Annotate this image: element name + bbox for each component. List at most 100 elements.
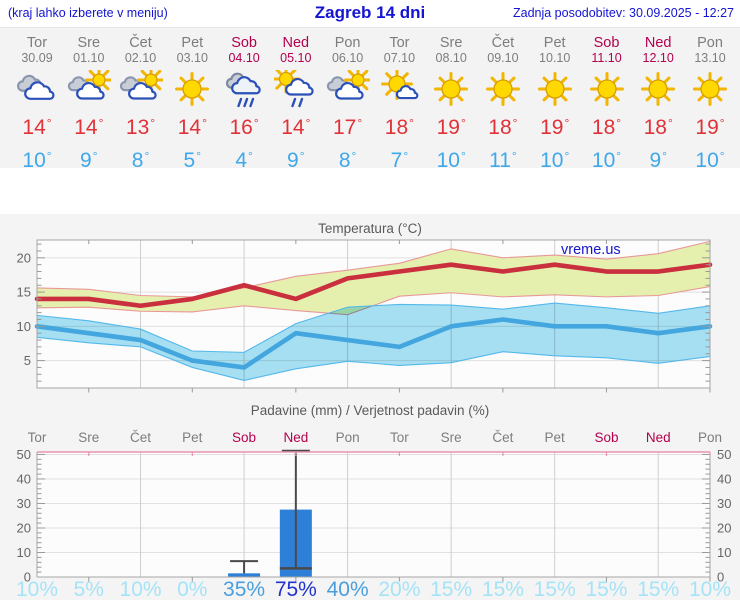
precip-day-label: Sre	[78, 430, 99, 445]
sunny-icon	[477, 70, 529, 108]
day-name: Ned	[644, 35, 672, 51]
temperature-chart: 5 10 15 20 vreme.us	[17, 239, 713, 393]
day-date: 12.10	[642, 51, 674, 65]
max-temp: 16°	[229, 116, 259, 139]
day-name: Čet	[491, 35, 515, 51]
max-temp: 19°	[540, 116, 570, 139]
max-temp: 19°	[695, 116, 725, 139]
min-temp: 4°	[235, 149, 253, 172]
day-date: 06.10	[331, 51, 364, 65]
max-temp: 18°	[488, 116, 518, 139]
day-column: Sob 04.10 16° 4°	[218, 28, 270, 174]
partly-cloudy-icon	[115, 66, 167, 108]
precipitation-bar	[228, 573, 261, 577]
day-column: Tor 30.09 14° 10°	[11, 28, 63, 174]
max-temp: 18°	[384, 116, 414, 139]
probability-label: 0%	[177, 578, 207, 600]
day-date: 03.10	[176, 51, 208, 65]
max-temp: 14°	[74, 116, 104, 139]
precip-day-label: Sre	[441, 430, 462, 445]
sunny-icon	[632, 70, 684, 108]
day-date: 07.10	[383, 51, 416, 65]
day-date: 09.10	[487, 51, 519, 65]
day-name: Pon	[334, 35, 361, 51]
day-name: Tor	[26, 35, 48, 51]
max-temp: 17°	[333, 116, 363, 139]
y-axis-label: 10	[17, 319, 31, 334]
day-name: Pet	[181, 35, 204, 51]
day-name: Pet	[543, 35, 566, 51]
probability-label: 40%	[327, 578, 369, 600]
max-temp: 14°	[22, 116, 52, 139]
y-axis-label: 10	[717, 545, 731, 560]
probability-label: 15%	[482, 578, 524, 600]
y-axis-label: 0	[717, 570, 724, 585]
day-name: Sre	[77, 35, 101, 51]
day-date: 11.10	[591, 51, 622, 65]
y-axis-label: 15	[17, 285, 31, 300]
sun-rain-icon	[270, 64, 322, 108]
max-temp: 13°	[125, 116, 156, 139]
day-column: Sre 08.10 19° 10°	[425, 28, 477, 174]
precip-day-label: Ned	[646, 430, 671, 445]
precip-day-label: Pon	[698, 430, 722, 445]
temperature-chart-title: Temperatura (°C)	[318, 221, 422, 236]
day-column: Čet 09.10 18° 11°	[477, 28, 529, 174]
y-axis-label: 40	[17, 471, 31, 486]
sunny-icon	[166, 70, 218, 108]
probability-label: 75%	[275, 578, 317, 600]
day-date: 01.10	[73, 51, 105, 65]
day-date: 10.10	[539, 51, 571, 65]
probability-label: 10%	[16, 578, 58, 600]
day-column: Sob 11.10 18° 10°	[581, 28, 633, 174]
precipitation-chart: Tor Sre Čet Pet Sob Ned Pon Tor Sre Čet Pet Sob Ned P…	[16, 430, 731, 600]
probability-label: 15%	[534, 578, 576, 600]
precip-day-label: Sob	[594, 430, 618, 445]
min-temp: 9°	[80, 149, 98, 172]
day-column: Ned 12.10 18° 9°	[632, 28, 684, 174]
location-hint: (kraj lahko izberete v meniju)	[8, 6, 168, 20]
day-column: Ned 05.10 14° 9°	[270, 28, 322, 174]
precip-day-label: Tor	[390, 430, 409, 445]
forecast-strip: Tor 30.09 14° 10° Sre 01.10 14° 9° Čet 02.10 13° 8°…	[0, 27, 740, 172]
max-temp: 14°	[177, 116, 207, 139]
min-temp: 10°	[22, 149, 52, 172]
max-temp: 19°	[436, 116, 466, 139]
rain-icon	[218, 70, 270, 108]
day-date: 08.10	[435, 51, 467, 65]
min-temp: 8°	[131, 149, 150, 172]
cloudy-icon	[11, 70, 63, 108]
mostly-sunny-icon	[373, 68, 425, 108]
day-name: Tor	[389, 35, 410, 51]
partly-cloudy-icon	[322, 66, 374, 108]
min-temp: 10°	[591, 149, 622, 172]
min-temp: 11°	[489, 149, 517, 172]
y-axis-label: 50	[17, 447, 31, 462]
charts-section: Temperatura (°C) 5 10 15 20 vreme.us Padavin…	[0, 214, 740, 600]
min-temp: 5°	[183, 149, 202, 172]
day-column: Pon 06.10 17° 8°	[322, 28, 374, 174]
day-date: 05.10	[280, 51, 312, 65]
day-name: Ned	[282, 35, 310, 51]
probability-label: 15%	[430, 578, 472, 600]
day-name: Sre	[439, 35, 463, 51]
sunny-icon	[581, 70, 633, 108]
day-date: 13.10	[694, 51, 726, 65]
watermark-link[interactable]: vreme.us	[561, 242, 621, 258]
day-name: Sob	[593, 35, 620, 51]
y-axis-label: 50	[717, 447, 731, 462]
min-temp: 8°	[338, 149, 357, 172]
sunny-icon	[425, 70, 477, 108]
sunny-icon	[529, 70, 581, 108]
day-date: 02.10	[124, 51, 157, 65]
last-update: Zadnja posodobitev: 30.09.2025 - 12:27	[512, 6, 734, 20]
precip-day-label: Pet	[182, 430, 203, 445]
min-temp: 9°	[649, 149, 667, 172]
y-axis-label: 30	[17, 496, 31, 511]
day-column: Tor 07.10 18° 7°	[373, 28, 425, 174]
max-temp: 18°	[643, 116, 673, 139]
min-temp: 9°	[287, 149, 305, 172]
day-column: Pon 13.10 19° 10°	[684, 28, 736, 174]
precipitation-chart-title: Padavine (mm) / Verjetnost padavin (%)	[250, 403, 490, 418]
day-date: 04.10	[228, 51, 260, 65]
